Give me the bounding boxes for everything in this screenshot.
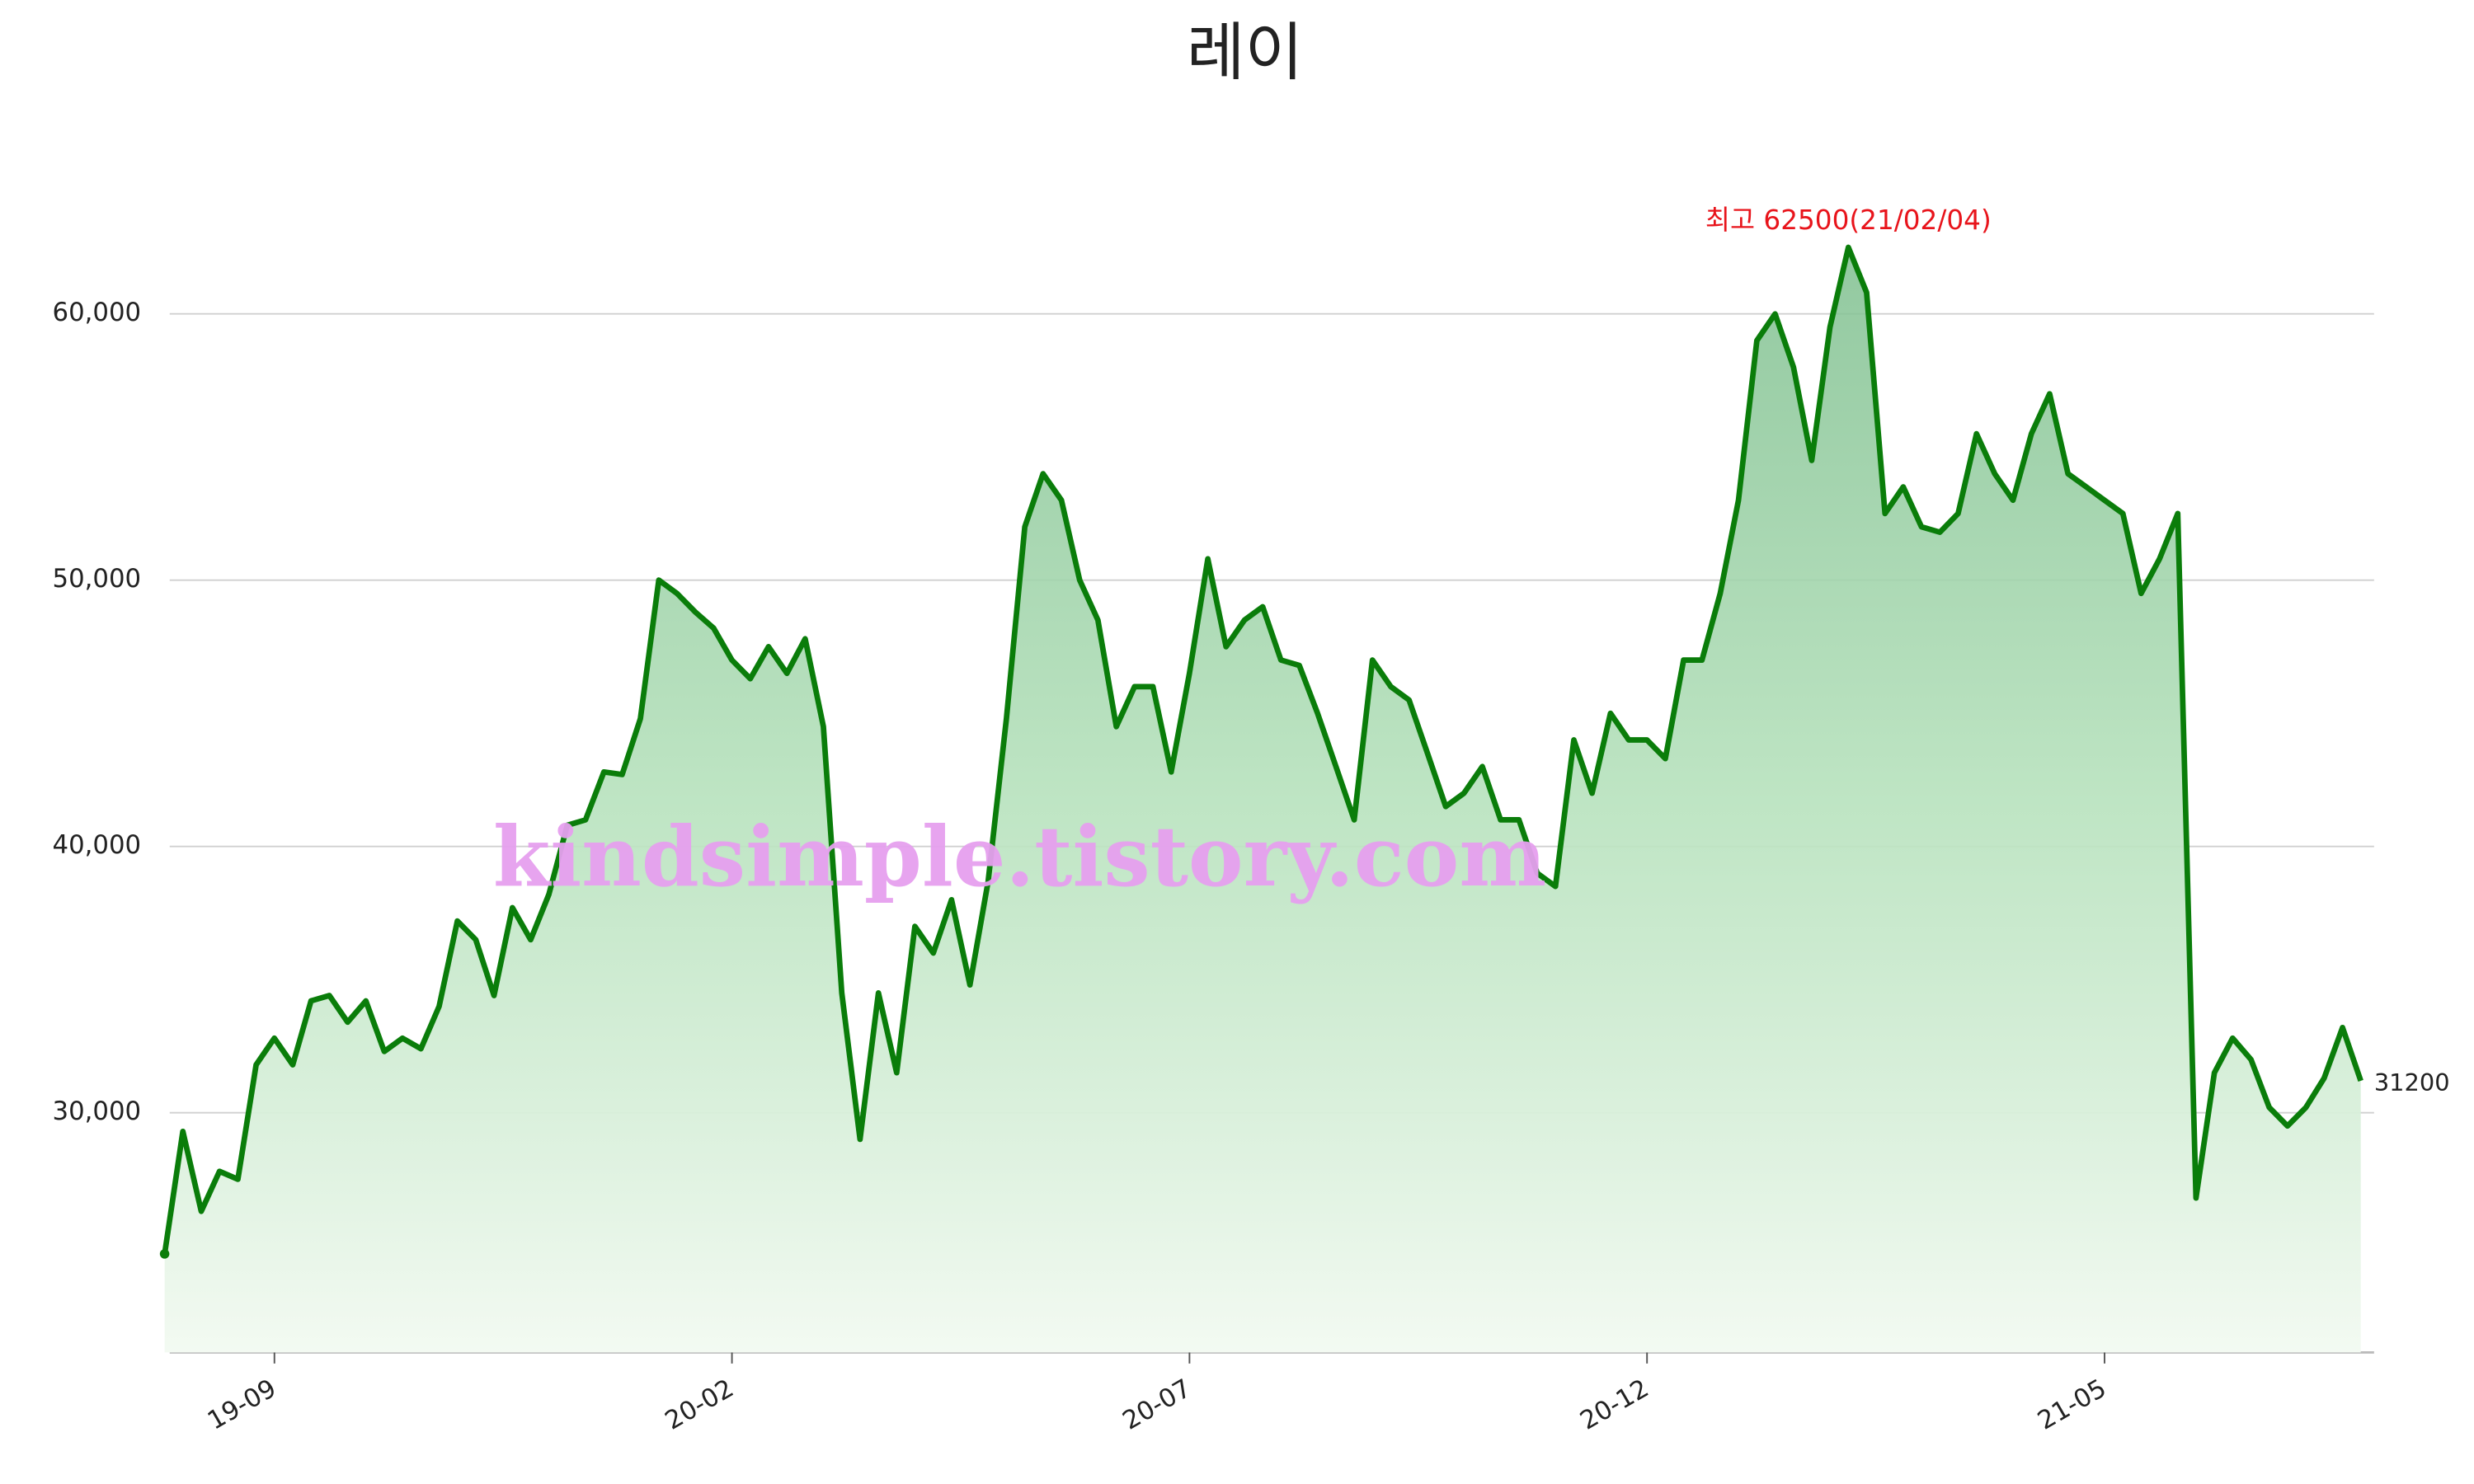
x-tick-label: 20-12 <box>1575 1374 1653 1436</box>
watermark: kindsimple.tistory.com <box>493 808 1546 905</box>
y-tick-label: 40,000 <box>53 830 142 860</box>
x-tick-label: 20-07 <box>1117 1374 1196 1436</box>
y-tick-label: 50,000 <box>53 564 142 594</box>
x-tick-label: 20-02 <box>660 1374 738 1436</box>
y-tick-label: 60,000 <box>53 298 142 327</box>
x-tick-label: 21-05 <box>2033 1374 2111 1436</box>
max-annotation: 최고 62500(21/02/04) <box>1705 204 1992 236</box>
chart-title: 레이 <box>1187 16 1304 90</box>
x-tick-label: 19-09 <box>203 1374 281 1436</box>
price-line <box>162 244 2363 1255</box>
y-tick-label: 30,000 <box>53 1097 142 1126</box>
area <box>164 247 2361 1353</box>
last-value-label: 31200 <box>2374 1068 2450 1097</box>
start-dot <box>159 1249 170 1259</box>
